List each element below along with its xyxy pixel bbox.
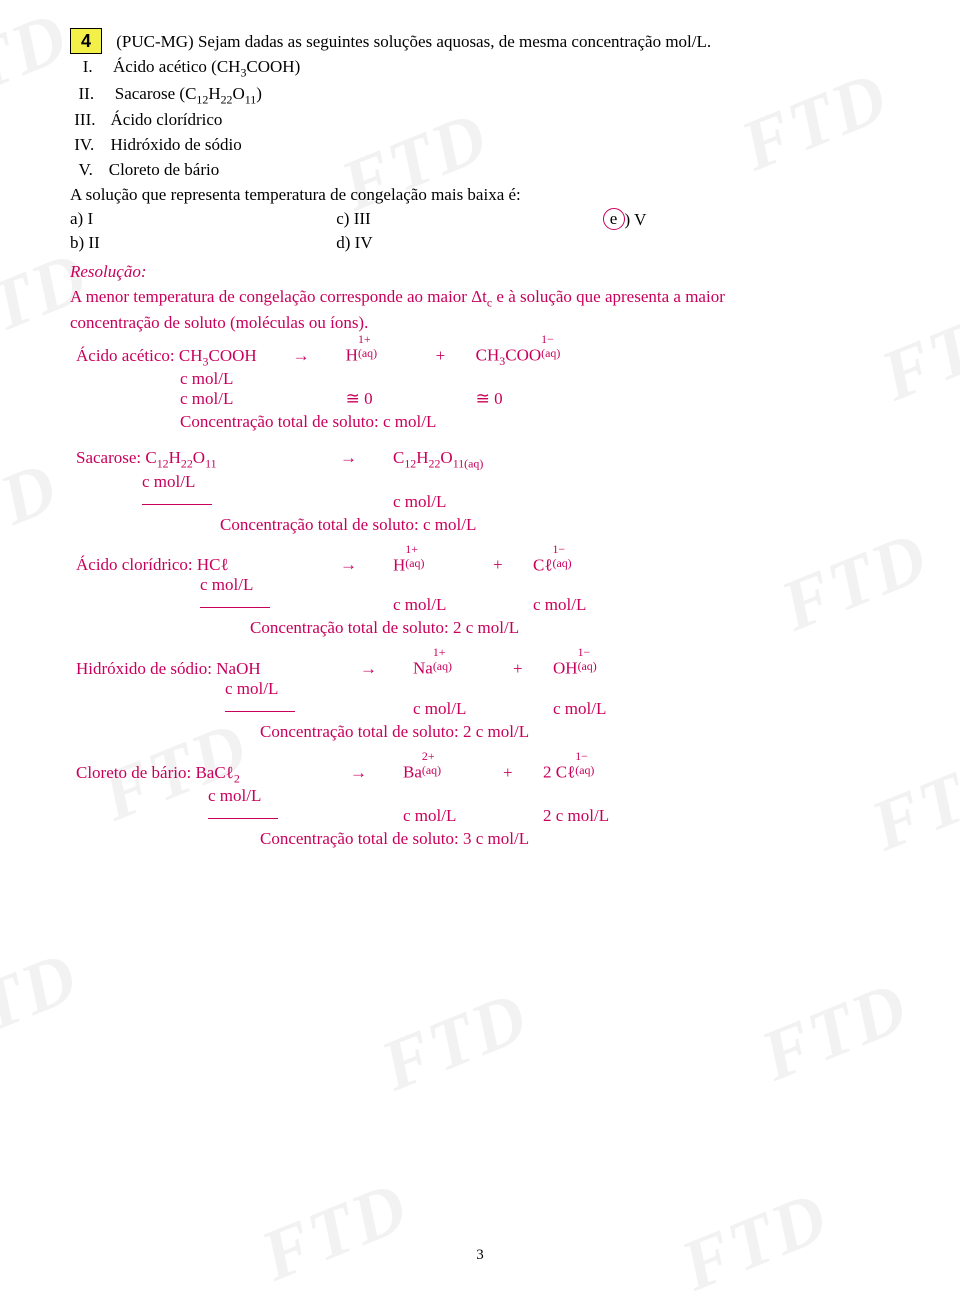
correct-answer-circle: e [603, 208, 625, 230]
question-text: Sejam dadas as seguintes soluções aquosa… [198, 32, 711, 51]
item-i: I. Ácido acético (CH3COOH) [70, 56, 890, 80]
item-iv: IV. Hidróxido de sódio [70, 134, 890, 157]
conc-sacarose: Concentração total de soluto: c mol/L [70, 514, 890, 537]
resolution-intro: A menor temperatura de congelação corres… [70, 286, 890, 310]
hr [225, 711, 295, 712]
option-a: a) I [70, 209, 332, 229]
item-iii: III. Ácido clorídrico [70, 109, 890, 132]
resolution-intro-2: concentração de soluto (moléculas ou íon… [70, 312, 890, 335]
eq-acetico: Ácido acético: CH3COOH → H1+(aq) + CH3CO… [70, 341, 890, 434]
options-row-2: b) II d) IV [70, 233, 890, 253]
resolution-title: Resolução: [70, 261, 890, 284]
watermark: FTD [0, 935, 90, 1068]
question-number-badge: 4 [70, 28, 102, 54]
option-c: c) III [336, 209, 598, 229]
page-number: 3 [476, 1247, 484, 1264]
eq-bario: Cloreto de bário: BaCℓ2 → Ba2+(aq) + 2 C… [70, 758, 890, 851]
watermark: FTD [250, 1165, 420, 1298]
question-stem: 4 (PUC-MG) Sejam dadas as seguintes solu… [70, 28, 890, 54]
hr [200, 607, 270, 608]
hr [142, 504, 212, 505]
option-d: d) IV [336, 233, 598, 253]
item-ii: II. Sacarose (C12H22O11) [70, 83, 890, 107]
hr [208, 818, 278, 819]
conc-bario: Concentração total de soluto: 3 c mol/L [70, 828, 890, 851]
conc-acetico: Concentração total de soluto: c mol/L [70, 411, 890, 434]
option-b: b) II [70, 233, 332, 253]
conc-sodio: Concentração total de soluto: 2 c mol/L [70, 721, 890, 744]
watermark: FTD [750, 965, 920, 1098]
watermark: FTD [670, 1175, 840, 1308]
eq-cloridrico: Ácido clorídrico: HCℓ → H1+(aq) + Cℓ1−(a… [70, 551, 890, 641]
options-row: a) I c) III e) V [70, 209, 890, 231]
resolution-block: Resolução: A menor temperatura de congel… [70, 261, 890, 851]
page-content: 4 (PUC-MG) Sejam dadas as seguintes solu… [0, 0, 960, 851]
question-prompt: A solução que representa temperatura de … [70, 184, 890, 207]
conc-cloridrico: Concentração total de soluto: 2 c mol/L [70, 617, 890, 640]
item-v: V. Cloreto de bário [70, 159, 890, 182]
eq-sacarose: Sacarose: C12H22O11 → C12H22O11(aq) c mo… [70, 448, 890, 536]
question-source: (PUC-MG) [116, 32, 198, 51]
watermark: FTD [370, 975, 540, 1108]
option-e: e) V [603, 209, 647, 231]
eq-sodio: Hidróxido de sódio: NaOH → Na1+(aq) + OH… [70, 654, 890, 744]
